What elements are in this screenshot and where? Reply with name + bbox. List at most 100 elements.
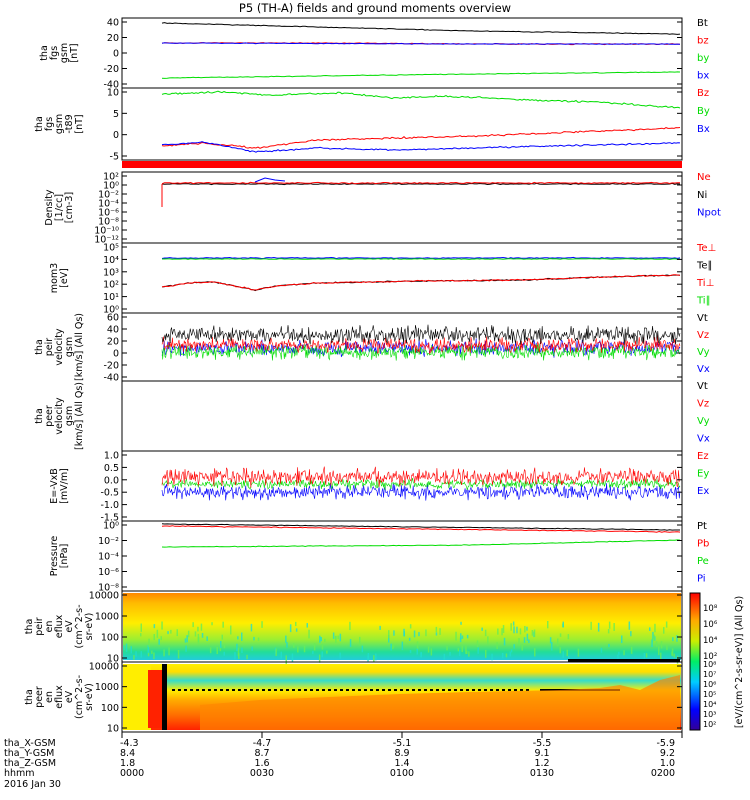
- spectrogram-pixel: [547, 621, 549, 629]
- spectrogram-pixel: [418, 632, 420, 637]
- spectrogram-pixel: [295, 621, 297, 627]
- ylabel-density: Density: [44, 189, 55, 225]
- panel-frame-efield: [121, 450, 683, 522]
- ylabel-fgs: gsm: [59, 43, 70, 63]
- ytick-fgs_dsl: 0: [113, 130, 119, 141]
- spectrogram-pixel: [170, 629, 172, 634]
- spectrogram-pixel: [321, 651, 323, 658]
- series-Ey-line: [161, 477, 681, 491]
- ephemeris-value: -4.7: [253, 738, 272, 749]
- colorbar-label: [eV/(cm^2-s-sr-eV)] (All Qs): [734, 596, 745, 728]
- spectrogram-pixel: [223, 644, 226, 649]
- spectrogram-pixel: [427, 646, 430, 653]
- spectrogram-pixel: [449, 651, 451, 656]
- peer-data-gap: [162, 664, 167, 730]
- spectrogram-pixel: [413, 630, 416, 638]
- series-bx-line: [161, 42, 681, 45]
- spectrogram-pixel: [501, 628, 503, 636]
- ytick-efield: -0.5: [100, 488, 119, 499]
- spectrogram-pixel: [140, 633, 142, 637]
- spectrogram-pixel: [416, 648, 418, 655]
- series-Bz-line: [161, 127, 681, 149]
- ytick-pressure: 10⁻⁴: [98, 552, 119, 563]
- ytick-peir_eflux: 10000: [89, 591, 119, 602]
- spectrogram-pixel: [390, 643, 392, 651]
- colorbar: [689, 592, 701, 731]
- legend-Npot: Npot: [697, 208, 721, 219]
- spectrogram-pixel: [209, 647, 212, 654]
- spectrogram-pixel: [676, 635, 678, 642]
- ylabel-peir_velocity: [km/s] (All Qs): [74, 313, 85, 381]
- spectrogram-pixel: [613, 623, 615, 631]
- ytick-peer_eflux: 1000: [95, 682, 119, 693]
- legend-Ne: Ne: [697, 172, 711, 183]
- spectrogram-pixel: [484, 629, 487, 637]
- legend-Ey: Ey: [697, 469, 709, 480]
- ylabel-pressure: [nPa]: [59, 544, 70, 569]
- legend-Vx: Vx: [697, 434, 710, 445]
- ylabel-peer_eflux: eV: [64, 690, 75, 703]
- ytick-density: 10⁻⁶: [98, 208, 119, 219]
- ephemeris-label: hhmm: [4, 768, 35, 779]
- spectrogram-pixel: [630, 631, 632, 637]
- ylabel-peer_eflux: sr-eV): [84, 683, 95, 711]
- spectrogram-pixel: [275, 648, 277, 657]
- series-Ne-line: [161, 181, 681, 185]
- ephemeris-value: 1.6: [254, 758, 269, 769]
- spectrogram-pixel: [533, 629, 536, 637]
- spectrogram-pixel: [184, 638, 187, 643]
- legend-Vt: Vt: [697, 381, 708, 392]
- ytick-peir_velocity: -40: [103, 373, 119, 384]
- spectrogram-pixel: [496, 642, 498, 649]
- ylabel-peir_velocity: peir: [44, 338, 55, 357]
- spectrogram-pixel: [285, 655, 287, 665]
- spectrogram-pixel: [562, 621, 564, 628]
- spectrogram-pixel: [168, 647, 170, 656]
- ytick-pressure: 10⁻⁸: [98, 583, 119, 594]
- ylabel-fgs_dsl: tha: [34, 116, 45, 132]
- spectrogram-pixel: [140, 623, 142, 632]
- spectrogram-pixel: [455, 631, 457, 641]
- legend-Te⊥: Te⊥: [696, 243, 716, 254]
- spectrogram-pixel: [167, 631, 169, 635]
- legend-By: By: [697, 106, 710, 117]
- series-Te-perp-line: [161, 256, 681, 260]
- spectrogram-pixel: [621, 635, 623, 644]
- ytick-density: 10⁻⁴: [98, 199, 119, 210]
- spectrogram-pixel: [534, 648, 536, 657]
- legend-Vz: Vz: [697, 330, 709, 341]
- spectrogram-pixel: [607, 629, 610, 634]
- spectrogram-pixel: [516, 626, 518, 634]
- spectrogram-pixel: [220, 641, 222, 648]
- spectrogram-pixel: [628, 621, 631, 630]
- spectrogram-pixel: [559, 647, 561, 654]
- ephemeris-value: 0030: [250, 768, 274, 779]
- spectrogram-pixel: [401, 641, 404, 651]
- ylabel-density: [1/cc]: [54, 194, 65, 221]
- spectrogram-pixel: [465, 645, 467, 654]
- ylabel-peir_eflux: en: [44, 621, 55, 633]
- spectrogram-pixel: [130, 646, 132, 654]
- spectrogram-pixel: [237, 636, 239, 640]
- series-Ez-line: [161, 466, 681, 488]
- ephemeris-value: 0200: [651, 768, 675, 779]
- spectrogram-pixel: [567, 634, 570, 640]
- spectrogram-pixel: [461, 635, 464, 639]
- ytick-efield: 0.5: [104, 463, 119, 474]
- ephemeris-value: -4.3: [120, 738, 139, 749]
- peir-fill-gap: [568, 659, 680, 662]
- panel-frame-fgs_dsl: [121, 87, 683, 161]
- spectrogram-pixel: [192, 622, 194, 628]
- ylabel-efield: E=-VxB: [49, 468, 60, 503]
- ylabel-peir_eflux: (cm^2-s-: [74, 605, 85, 649]
- spectrogram-pixel: [673, 653, 676, 658]
- spectrogram-pixel: [312, 650, 314, 655]
- ytick-peir_velocity: 60: [107, 313, 119, 324]
- spectrogram-pixel: [476, 640, 479, 648]
- spectrogram-pixel: [332, 632, 335, 639]
- spectrogram-pixel: [459, 637, 462, 643]
- spectrogram-pixel: [523, 637, 526, 643]
- spectrogram-pixel: [289, 624, 292, 633]
- series-by-line: [161, 71, 681, 79]
- spectrogram-pixel: [510, 623, 512, 631]
